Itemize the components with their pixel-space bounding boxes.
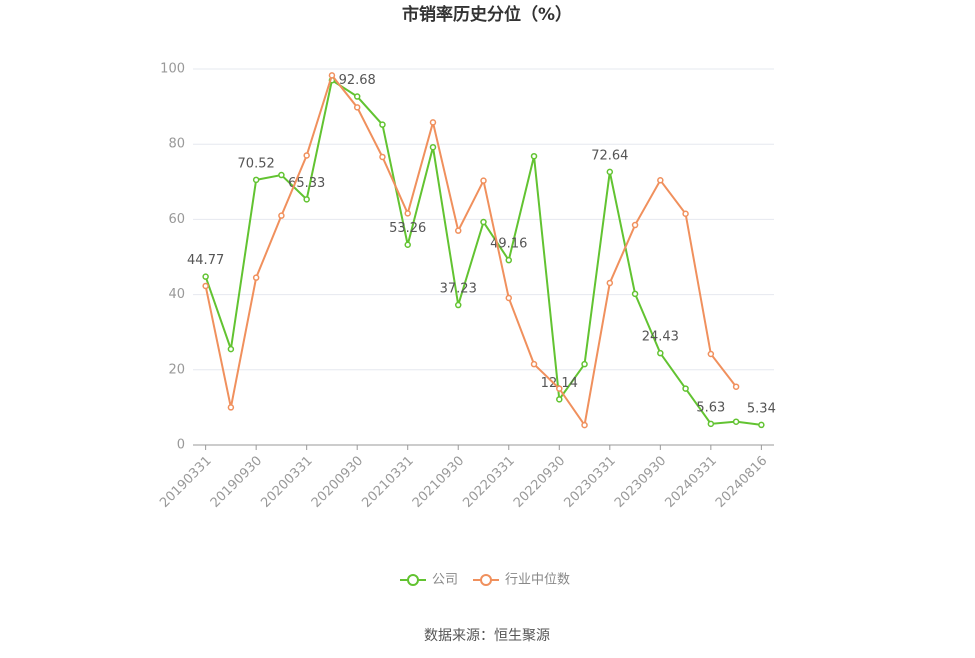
y-tick-label: 0 [177,438,185,453]
data-point [505,294,513,302]
data-point [480,177,487,184]
data-label: 72.64 [591,148,628,163]
data-label: 5.34 [747,401,776,416]
data-point [581,360,588,368]
data-point [732,418,740,425]
data-point [278,212,285,219]
data-point [530,360,538,368]
data-point [682,385,689,392]
data-point [202,273,209,280]
data-point [252,176,260,184]
data-point [707,420,715,428]
data-point [202,282,209,290]
data-point [328,72,336,79]
data-point [606,168,614,176]
x-tick-label: 20190930 [208,453,265,510]
y-tick-label: 80 [168,137,185,152]
data-point [505,256,513,264]
data-point [278,171,285,179]
data-point [556,385,563,392]
series-line [204,73,737,428]
data-point [303,196,310,203]
x-tick-label: 20210930 [410,453,467,510]
x-tick-label: 20220331 [460,453,517,510]
x-tick-label: 20230930 [612,453,669,510]
data-point [657,177,664,184]
data-point [530,152,538,160]
data-point [429,143,437,151]
data-point [682,210,689,218]
data-point [303,152,310,159]
series-line [204,78,762,426]
data-label: 5.63 [696,400,725,415]
data-point [758,421,765,429]
legend-label: 行业中位数 [505,573,570,588]
x-tick-label: 20200331 [258,453,315,510]
x-tick-label: 20240331 [662,453,719,510]
y-tick-label: 100 [160,62,185,77]
data-point [379,121,386,128]
data-point [631,221,639,229]
data-point [227,404,235,411]
data-point [631,290,639,298]
data-point [657,349,664,357]
legend-marker [407,574,419,586]
data-point [606,279,614,287]
y-tick-label: 60 [168,212,185,227]
data-point [480,218,487,226]
data-point [454,301,462,309]
x-tick-label: 20230331 [561,453,618,510]
legend-item[interactable]: 公司 [400,573,458,588]
x-tick-label: 20240816 [713,453,770,510]
data-point [379,153,386,161]
legend-marker [480,574,492,586]
data-point [707,350,715,358]
x-tick-label: 20200930 [309,453,366,510]
data-label: 53.26 [389,221,426,236]
x-tick-label: 20190331 [157,453,214,510]
data-point [429,119,437,126]
data-label: 70.52 [238,156,275,171]
data-point [252,274,260,281]
x-tick-label: 20210331 [359,453,416,510]
y-tick-label: 20 [168,362,185,377]
source: 数据来源：恒生聚源 [424,628,550,644]
chart-title: 市销率历史分位（%） [402,4,572,25]
data-point [732,383,740,390]
y-tick-label: 40 [168,287,185,302]
data-point [404,241,411,248]
data-label: 49.16 [490,237,527,252]
data-point [353,93,361,100]
data-label: 92.68 [339,73,376,88]
data-label: 37.23 [440,282,477,297]
data-label: 44.77 [187,253,224,268]
data-point [353,104,361,111]
data-point [227,345,235,353]
data-point [556,396,563,403]
data-point [404,210,411,217]
data-point [581,421,588,429]
data-point [454,227,462,234]
legend-item[interactable]: 行业中位数 [473,573,570,588]
legend-label: 公司 [432,573,458,588]
data-label: 24.43 [642,330,679,345]
x-tick-label: 20220930 [511,453,568,510]
